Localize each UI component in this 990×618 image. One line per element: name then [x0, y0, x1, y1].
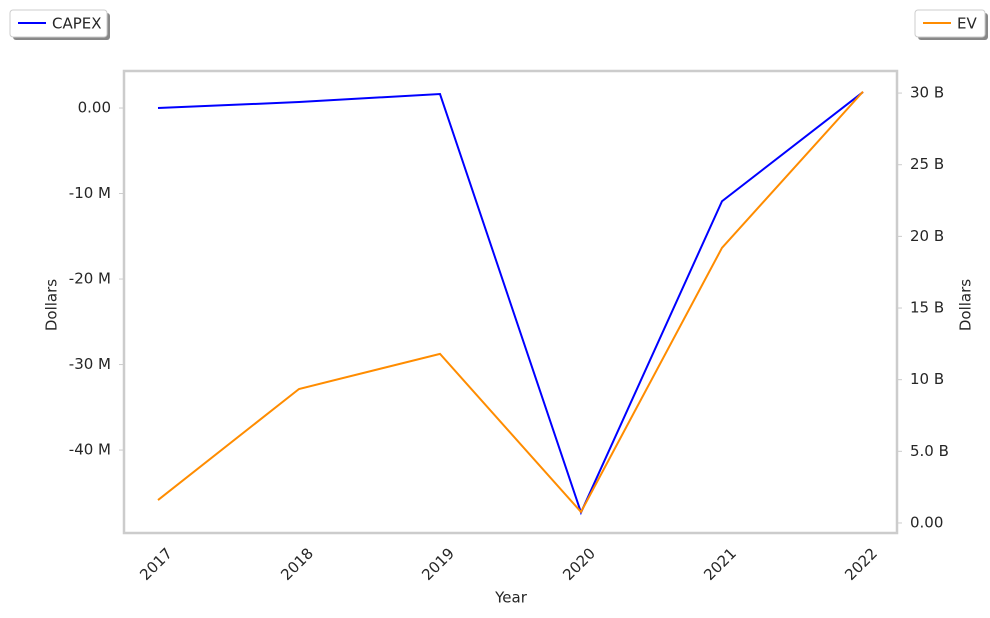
y2-tick-label: 15 B — [910, 299, 944, 317]
line — [157, 90, 864, 514]
x-tick-label: 2020 — [559, 544, 599, 584]
y2-tick-label: 10 B — [910, 370, 944, 388]
plot-frame — [122, 69, 899, 535]
legend-box — [9, 9, 108, 38]
y2-axis-label: Dollars — [957, 279, 975, 331]
x-tick-label: 2017 — [136, 544, 176, 584]
y-tick-label: -10 M — [69, 184, 111, 202]
x-axis-label: Year — [494, 589, 528, 607]
y-tick-label: -20 M — [69, 270, 111, 288]
legend-label: CAPEX — [52, 15, 102, 33]
y-tick-label: 0.00 — [78, 99, 111, 117]
y2-tick-label: 30 B — [910, 84, 944, 102]
x-tick-label: 2019 — [418, 544, 458, 584]
x-tick-label: 2022 — [841, 544, 881, 584]
line — [157, 91, 864, 516]
legend-label: EV — [957, 15, 977, 33]
y-tick-label: -30 M — [69, 355, 111, 373]
y-tick-label: -40 M — [69, 441, 111, 459]
y2-tick-label: 0.00 — [910, 513, 943, 531]
legend: CAPEX — [9, 9, 110, 40]
y2-tick-label: 25 B — [910, 155, 944, 173]
x-tick-label: 2018 — [277, 544, 317, 584]
y2-tick-label: 20 B — [910, 227, 944, 245]
y2-tick-label: 5.0 B — [910, 442, 949, 460]
x-tick-label: 2021 — [700, 544, 740, 584]
y-axis-label: Dollars — [43, 279, 61, 331]
legend: EV — [914, 9, 988, 40]
